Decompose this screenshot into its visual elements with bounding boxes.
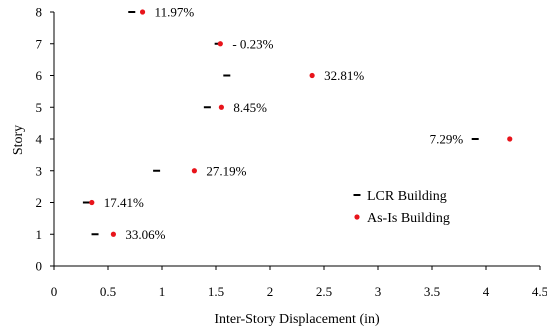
legend: LCR Building As-Is Building <box>354 189 450 226</box>
x-tick-label: 2 <box>267 284 274 299</box>
y-tick-label: 4 <box>36 132 43 147</box>
percent-annotation: 17.41% <box>104 195 144 210</box>
as-is-building-point <box>140 9 145 14</box>
legend-as-is-marker <box>354 214 359 219</box>
x-tick-label: 3.5 <box>424 284 440 299</box>
percent-annotation: 33.06% <box>125 227 165 242</box>
x-tick-label: 1 <box>159 284 166 299</box>
x-axis-title: Inter-Story Displacement (in) <box>214 312 380 327</box>
y-tick-label: 6 <box>36 68 43 83</box>
as-is-building-point <box>507 136 512 141</box>
percent-annotation: - 0.23% <box>232 36 273 51</box>
as-is-building-point <box>218 41 223 46</box>
as-is-building-point <box>192 168 197 173</box>
x-tick-label: 3 <box>375 284 382 299</box>
percent-annotation: 11.97% <box>155 5 195 20</box>
y-axis-title: Story <box>11 125 26 155</box>
x-tick-label: 0.5 <box>100 284 116 299</box>
x-tick-label: 2.5 <box>316 284 332 299</box>
tick-labels: 0 0.5 1 1.5 2 2.5 3 3.5 4 4.5 0 1 2 3 4 5 6 7 8 <box>36 5 547 300</box>
y-tick-label: 1 <box>36 227 43 242</box>
x-tick-label: 0 <box>51 284 58 299</box>
as-is-building-point <box>111 232 116 237</box>
as-is-building-point <box>310 73 315 78</box>
x-tick-label: 4.5 <box>532 284 547 299</box>
y-tick-label: 3 <box>36 163 43 178</box>
y-tick-label: 5 <box>36 100 43 115</box>
y-tick-label: 2 <box>36 195 43 210</box>
y-tick-label: 0 <box>36 259 43 274</box>
annotations: 33.06% 17.41% 27.19% 7.29% 8.45% 32.81% - 0.23… <box>104 5 464 242</box>
percent-annotation: 8.45% <box>233 100 267 115</box>
legend-label: As-Is Building <box>367 211 450 226</box>
data-marks <box>83 9 512 236</box>
y-tick-label: 8 <box>36 5 43 20</box>
axes <box>50 12 540 270</box>
percent-annotation: 7.29% <box>430 132 464 147</box>
y-tick-label: 7 <box>36 36 43 51</box>
as-is-building-point <box>219 105 224 110</box>
legend-label: LCR Building <box>367 189 447 204</box>
percent-annotation: 27.19% <box>206 163 246 178</box>
x-tick-label: 1.5 <box>208 284 224 299</box>
x-tick-label: 4 <box>483 284 490 299</box>
as-is-building-point <box>89 200 94 205</box>
percent-annotation: 32.81% <box>324 68 364 83</box>
